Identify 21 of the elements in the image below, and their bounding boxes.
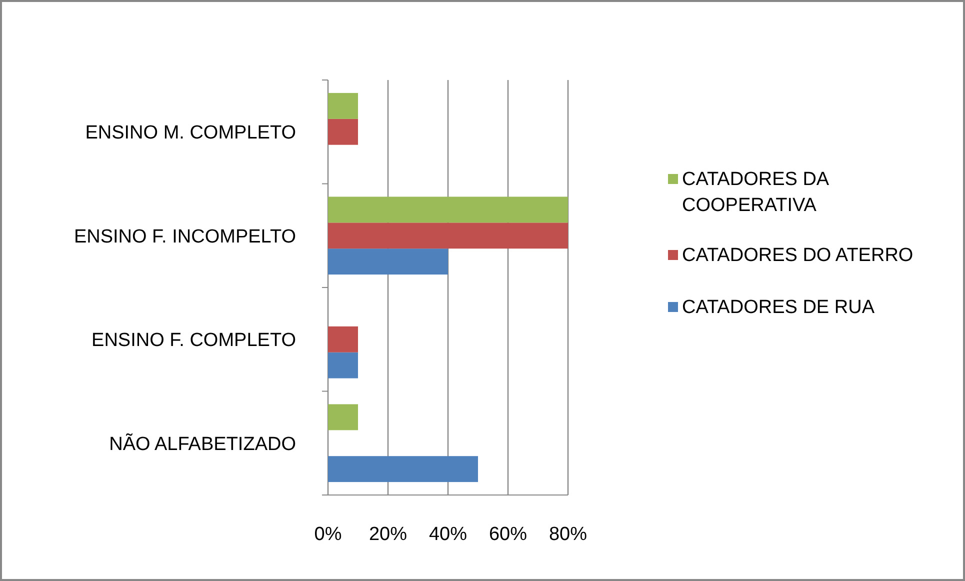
bar xyxy=(328,118,358,145)
y-tick-label: ENSINO F. COMPLETO xyxy=(92,330,296,352)
bar xyxy=(328,248,448,275)
legend-label: CATADORES DE RUA xyxy=(682,297,875,318)
bar xyxy=(328,404,358,430)
x-tick-label: 80% xyxy=(548,524,588,545)
legend-label: CATADORES DO ATERRO xyxy=(682,245,914,266)
bar xyxy=(328,326,358,352)
bar xyxy=(328,222,568,249)
x-tick-label: 60% xyxy=(488,524,528,545)
y-tick-label: ENSINO M. COMPLETO xyxy=(85,122,296,144)
bar xyxy=(328,352,358,378)
bar xyxy=(328,196,568,223)
bar xyxy=(328,456,478,482)
legend-label: CATADORES DA COOPERATIVA xyxy=(682,169,830,216)
x-tick-label: 20% xyxy=(368,524,408,545)
x-tick-label: 40% xyxy=(428,524,468,545)
y-tick-label: NÃO ALFABETIZADO xyxy=(109,432,296,455)
bar xyxy=(328,92,358,119)
y-tick-label: ENSINO F. INCOMPELTO xyxy=(74,226,296,248)
x-tick-label: 0% xyxy=(314,524,342,545)
